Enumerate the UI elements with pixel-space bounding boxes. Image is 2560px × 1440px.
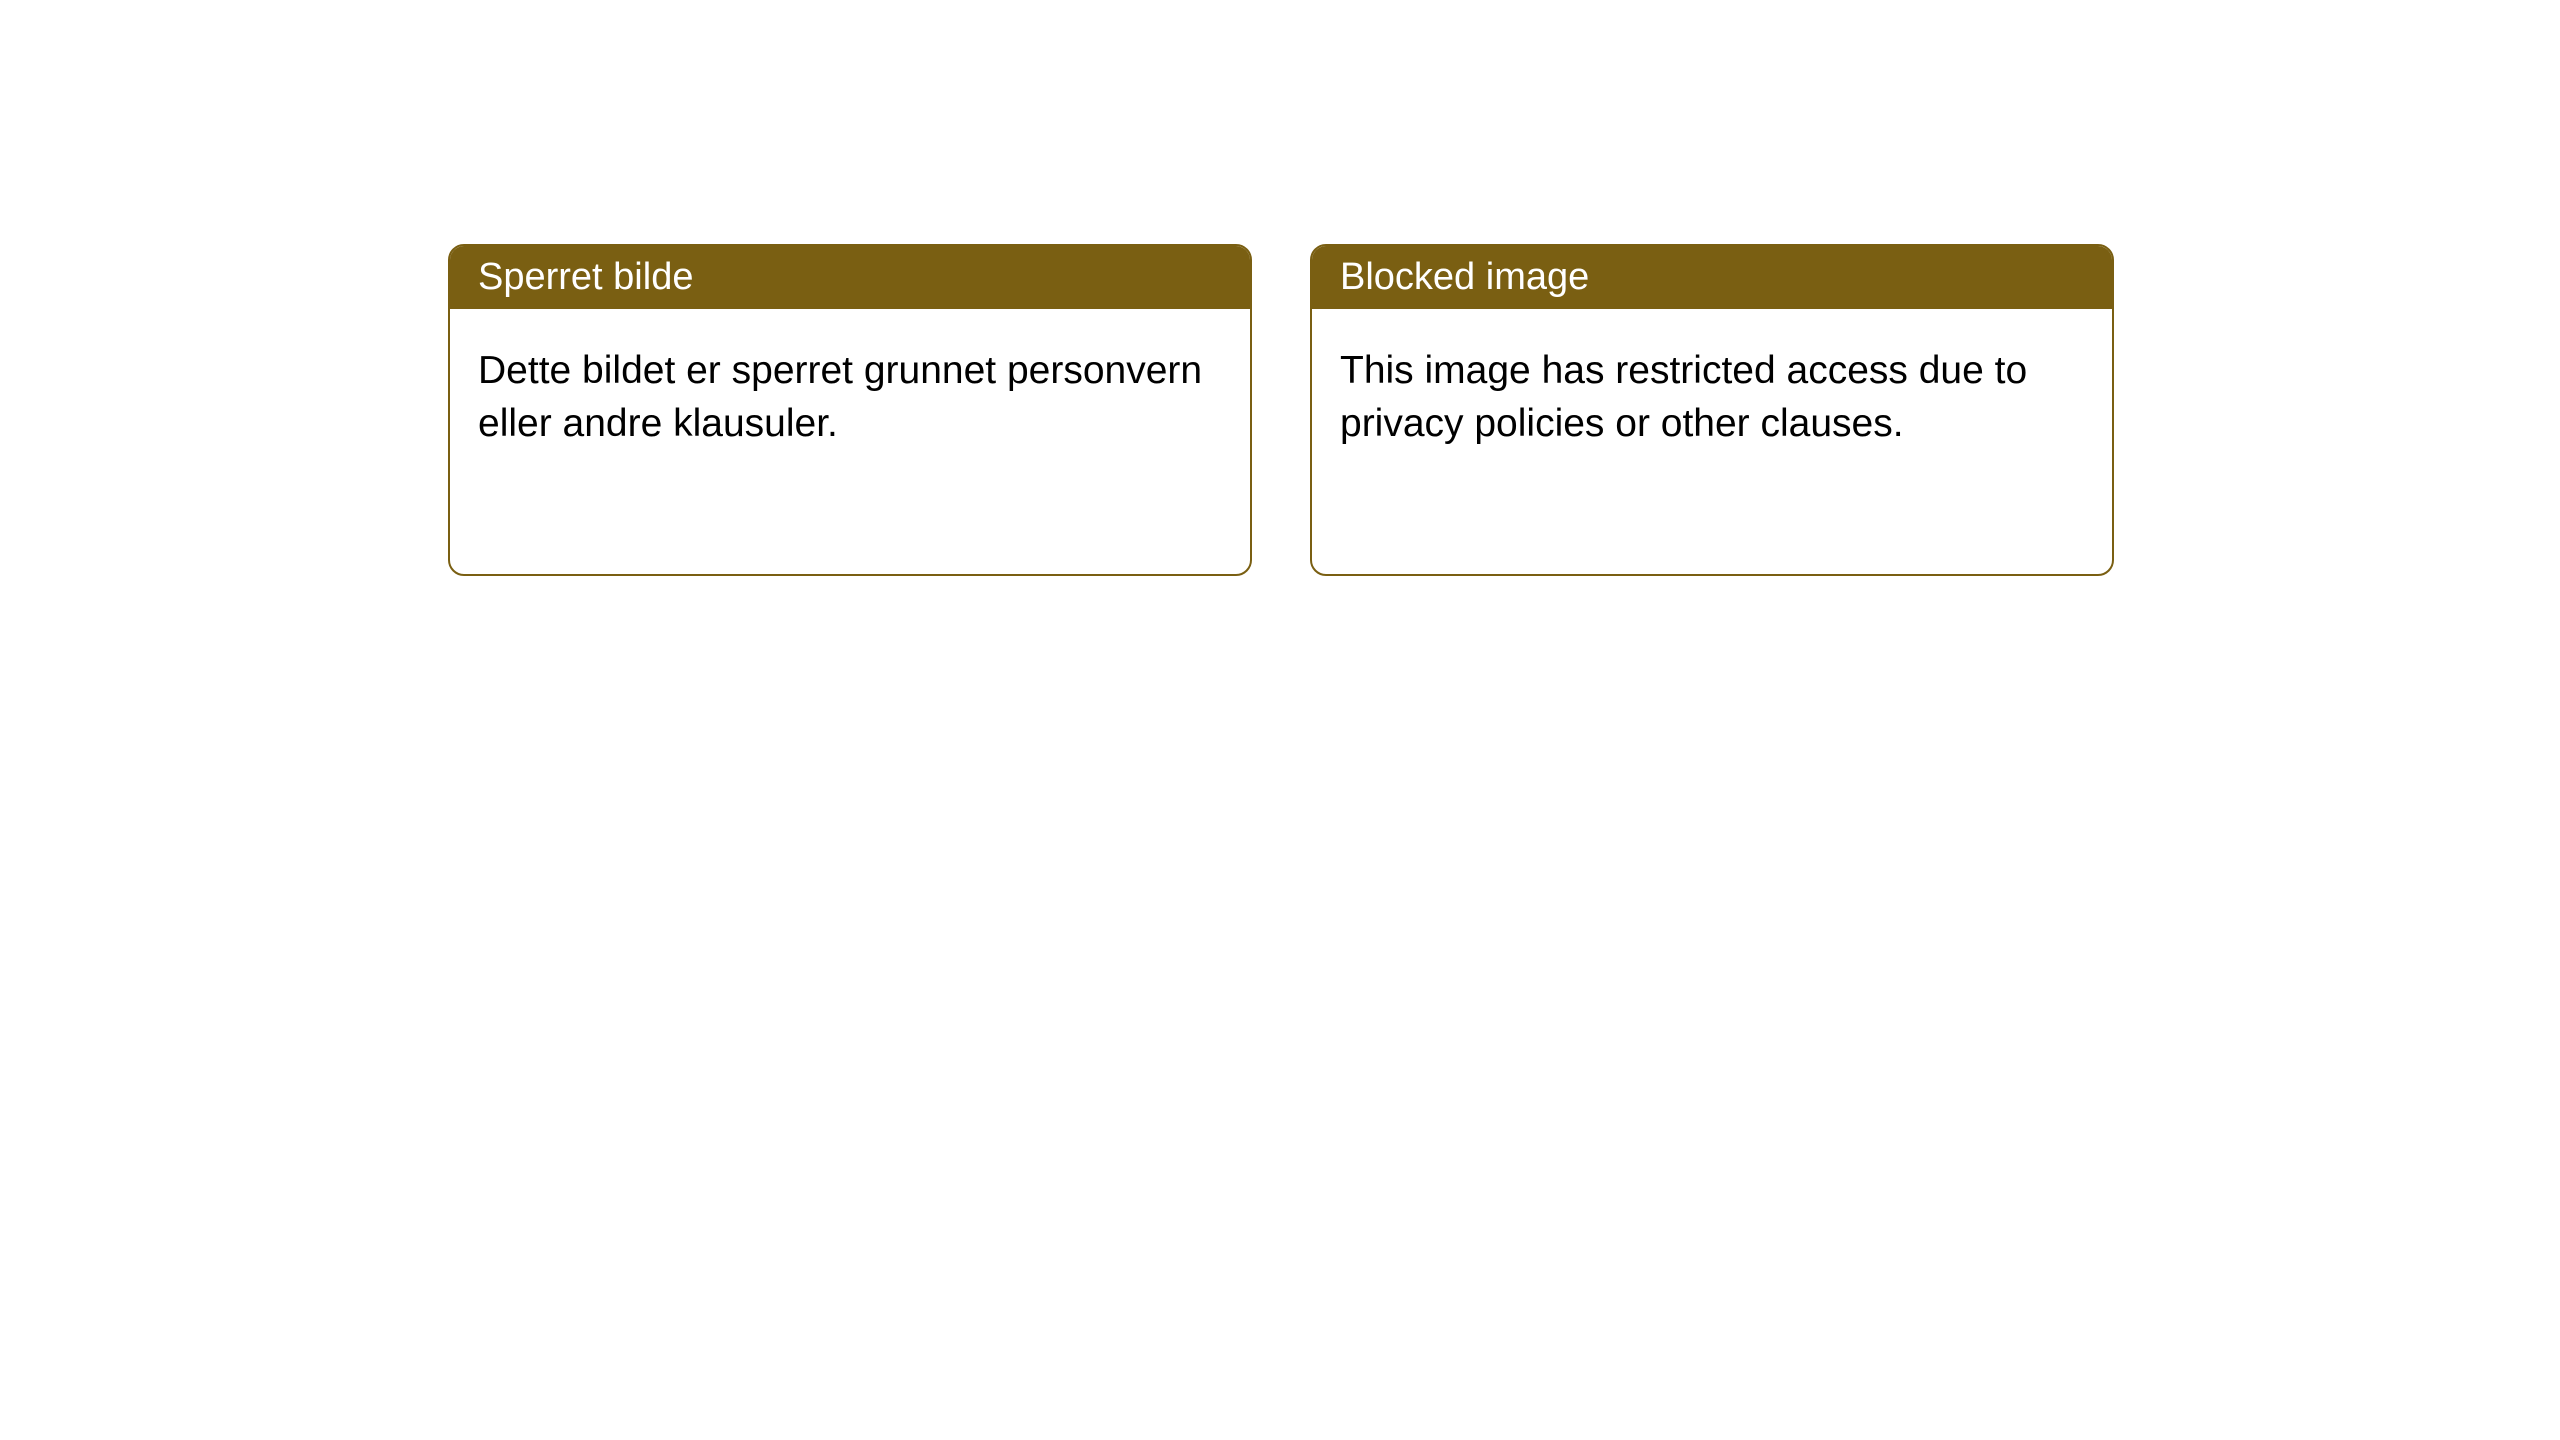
notice-container: Sperret bilde Dette bildet er sperret gr…	[0, 0, 2560, 576]
notice-title: Blocked image	[1312, 246, 2112, 309]
notice-card-norwegian: Sperret bilde Dette bildet er sperret gr…	[448, 244, 1252, 576]
notice-body: Dette bildet er sperret grunnet personve…	[450, 309, 1250, 486]
notice-body: This image has restricted access due to …	[1312, 309, 2112, 486]
notice-title: Sperret bilde	[450, 246, 1250, 309]
notice-card-english: Blocked image This image has restricted …	[1310, 244, 2114, 576]
